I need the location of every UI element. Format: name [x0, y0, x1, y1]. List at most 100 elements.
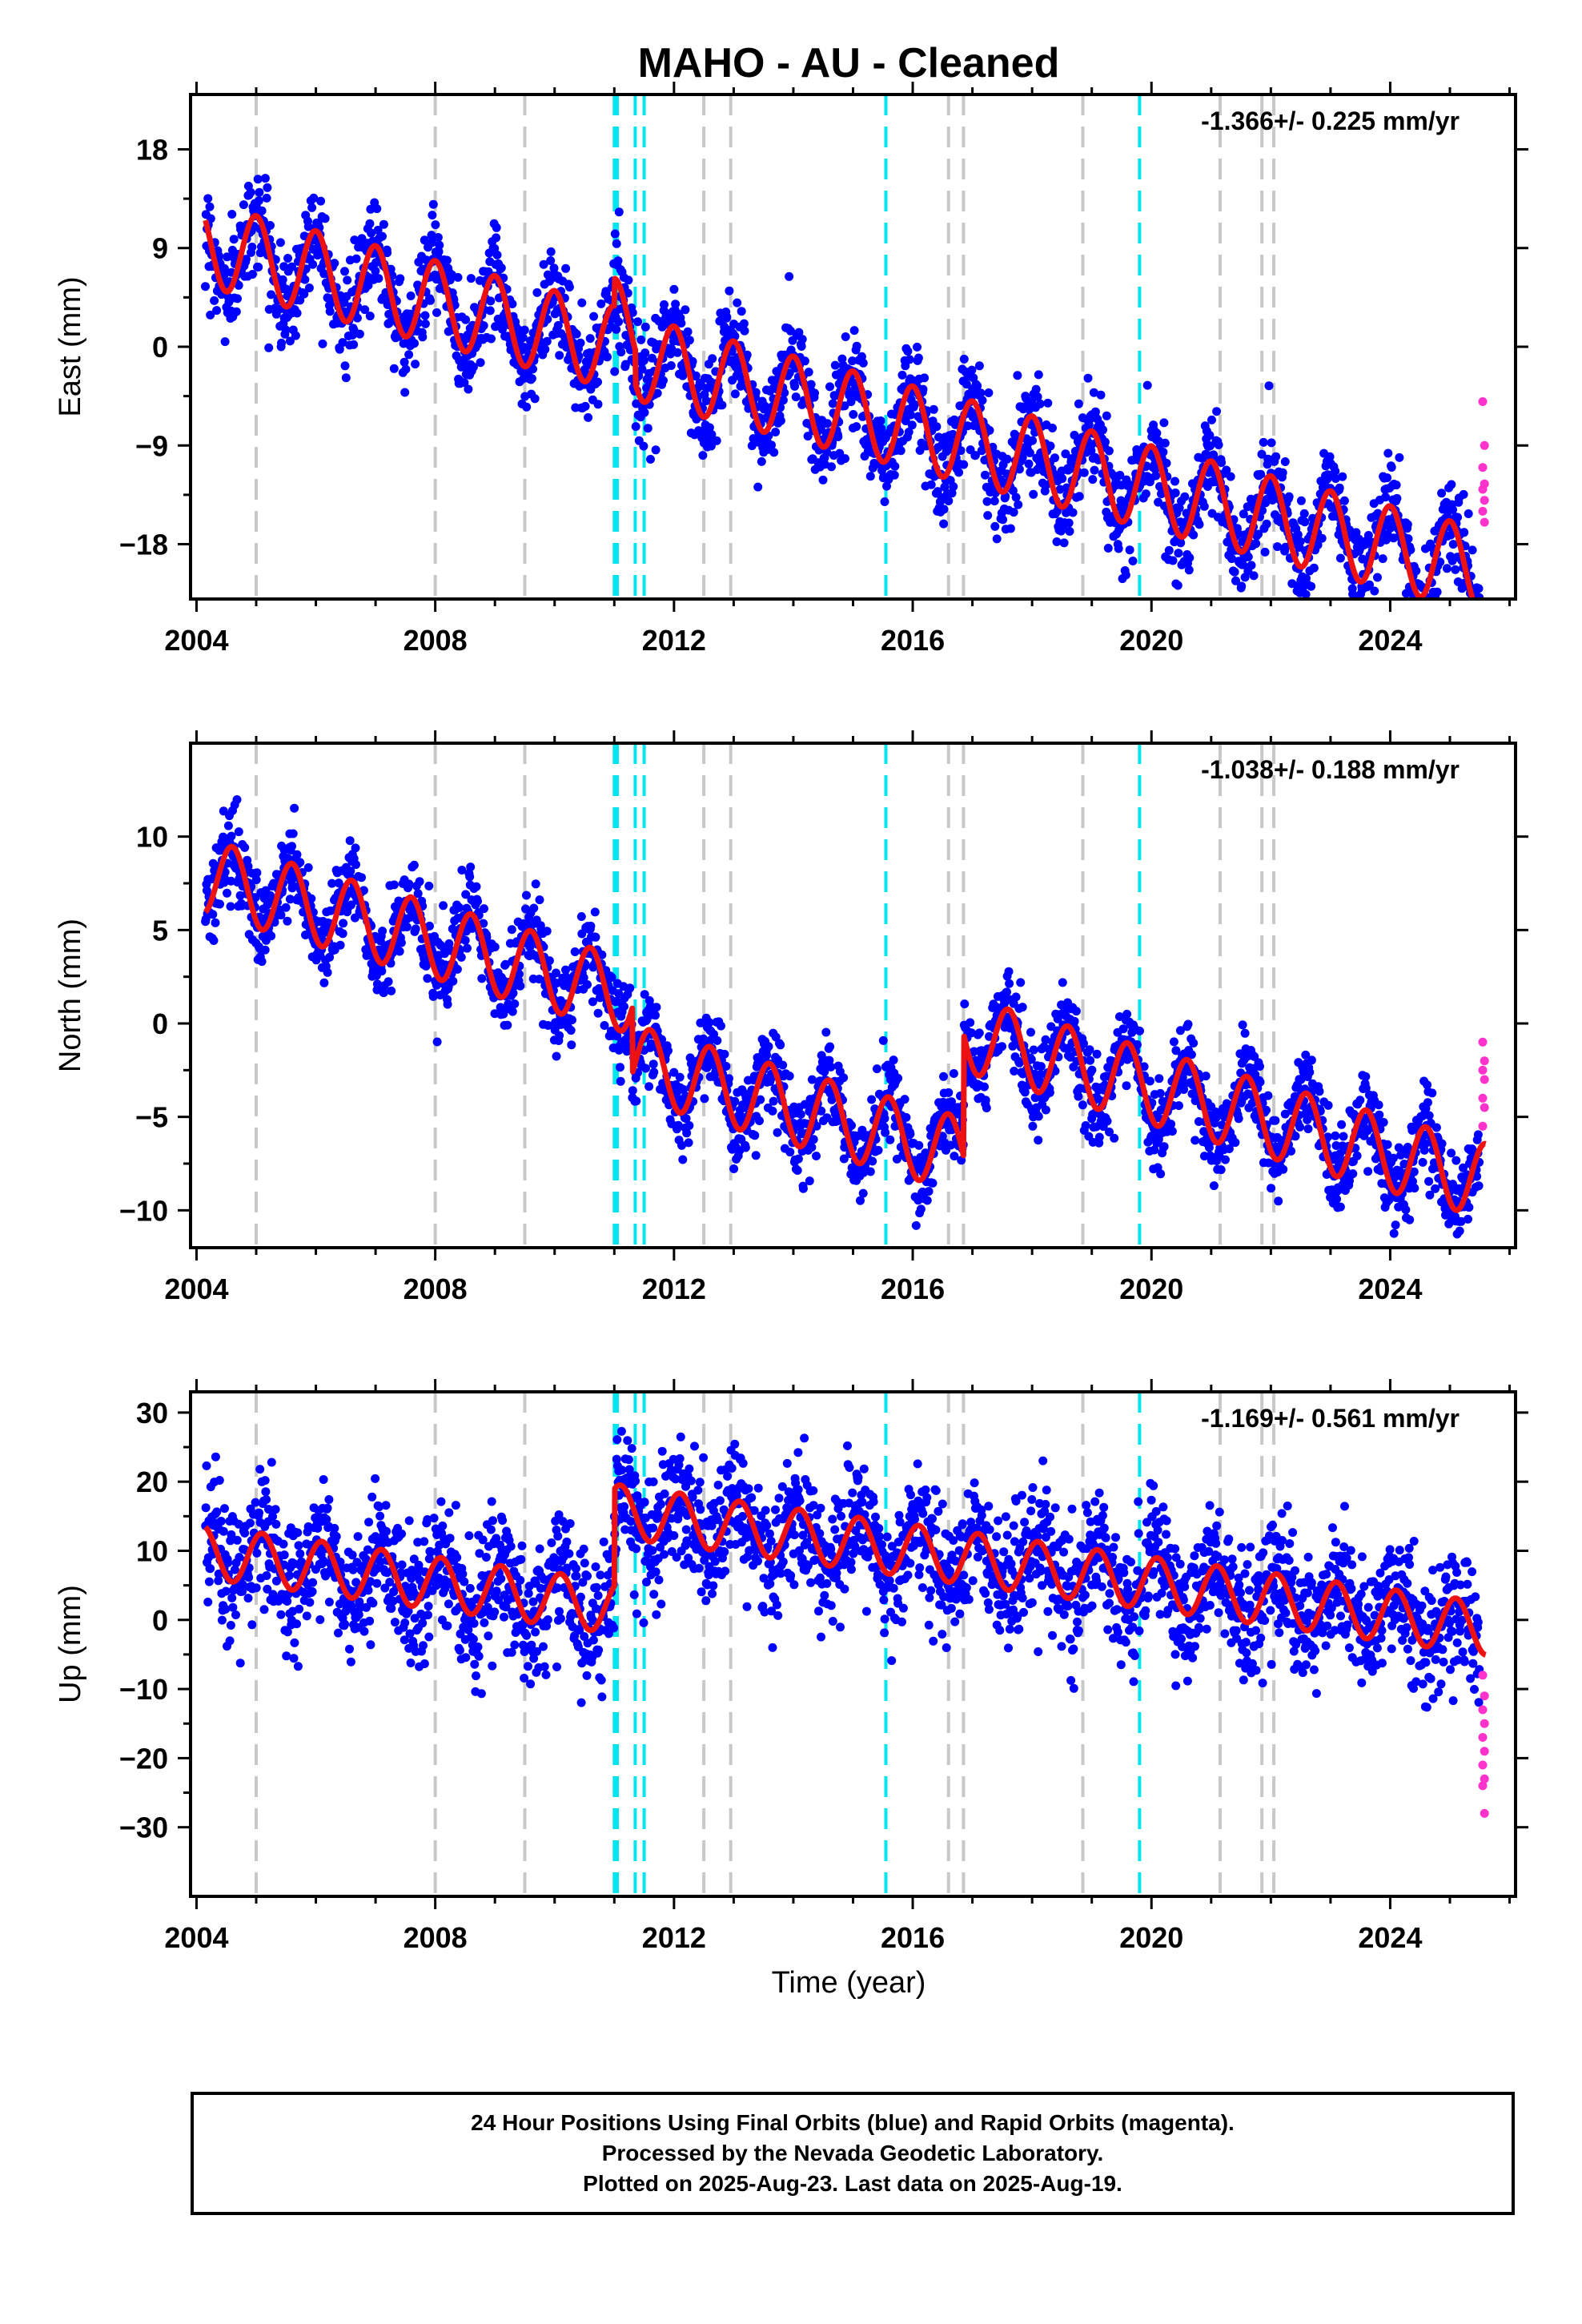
data-point — [492, 223, 501, 232]
data-point — [283, 916, 292, 926]
data-point — [1024, 459, 1034, 468]
data-point — [865, 1167, 875, 1176]
data-point — [546, 247, 556, 256]
data-point — [1085, 1045, 1094, 1055]
data-point — [539, 259, 548, 269]
data-point — [846, 397, 856, 407]
data-point — [990, 521, 1000, 531]
data-point — [1305, 1068, 1315, 1077]
data-point — [1068, 508, 1078, 517]
data-point — [1466, 605, 1475, 613]
data-point — [705, 423, 714, 432]
data-point — [1427, 619, 1435, 628]
data-point — [464, 384, 473, 394]
data-point — [1254, 529, 1263, 539]
data-point — [304, 283, 314, 292]
data-point — [427, 231, 436, 240]
data-point — [1092, 1049, 1102, 1059]
data-point — [307, 203, 317, 212]
data-point — [1424, 602, 1433, 611]
data-point — [320, 214, 330, 223]
data-point — [389, 880, 399, 890]
data-point — [1033, 392, 1042, 401]
data-point — [254, 196, 263, 206]
data-point — [947, 489, 957, 498]
data-point — [1271, 1116, 1280, 1125]
data-point — [1383, 448, 1393, 458]
data-point — [264, 343, 274, 352]
data-point — [880, 1114, 889, 1124]
data-point — [959, 460, 969, 469]
data-point — [1217, 458, 1227, 468]
data-point — [510, 999, 520, 1008]
data-point — [903, 347, 913, 356]
y-tick-label: 0 — [152, 331, 168, 364]
data-point — [466, 274, 476, 283]
data-point — [1226, 472, 1235, 481]
data-point — [651, 1011, 660, 1020]
data-point — [383, 248, 392, 258]
rapid-data-point — [1478, 463, 1488, 472]
data-point — [1026, 1027, 1035, 1037]
data-point — [1474, 644, 1483, 653]
data-point — [507, 925, 516, 935]
data-point — [411, 360, 420, 369]
data-point — [363, 280, 373, 290]
data-point — [1083, 373, 1093, 383]
data-point — [889, 470, 899, 480]
data-point — [785, 1148, 795, 1157]
data-point — [1278, 468, 1287, 477]
data-point — [840, 401, 849, 411]
data-point — [776, 1040, 785, 1050]
rapid-data-point — [1478, 506, 1488, 516]
data-point — [527, 374, 536, 384]
data-point — [637, 364, 647, 374]
data-point — [700, 1094, 709, 1104]
data-point — [432, 308, 441, 317]
data-point — [503, 1020, 512, 1030]
data-point — [1058, 474, 1067, 484]
data-point — [806, 380, 816, 389]
data-point — [418, 332, 428, 342]
data-point — [669, 284, 679, 294]
data-point — [916, 1204, 926, 1214]
data-point — [1414, 607, 1423, 616]
plot-area-north — [201, 743, 1489, 1248]
data-point — [675, 1072, 685, 1082]
data-point — [1155, 1088, 1165, 1098]
data-point — [660, 300, 669, 309]
data-point — [1103, 544, 1113, 553]
data-point — [954, 468, 964, 477]
data-point — [1018, 452, 1027, 462]
data-point — [443, 999, 452, 1009]
x-tick-label: 2008 — [404, 624, 468, 657]
data-point — [585, 334, 595, 344]
data-point — [583, 980, 592, 989]
data-point — [1135, 1026, 1144, 1035]
data-point — [678, 1155, 688, 1164]
data-point — [1167, 1127, 1177, 1136]
data-point — [1411, 600, 1419, 609]
data-point — [1185, 553, 1195, 562]
data-point — [841, 454, 849, 464]
data-point — [472, 882, 481, 891]
data-point — [769, 448, 779, 457]
data-point — [740, 326, 749, 336]
data-point — [340, 361, 350, 371]
data-point — [900, 1095, 909, 1104]
data-point — [520, 325, 529, 335]
data-point — [644, 1082, 654, 1092]
data-point — [208, 910, 218, 919]
data-point — [1088, 475, 1098, 485]
data-point — [232, 795, 242, 804]
data-point — [1214, 440, 1223, 449]
data-point — [852, 422, 861, 432]
data-point — [928, 1178, 938, 1188]
data-point — [288, 829, 298, 838]
data-point — [785, 1072, 794, 1081]
data-point — [1201, 1072, 1211, 1081]
data-point — [593, 1008, 603, 1018]
data-point — [1249, 571, 1259, 581]
data-point — [641, 1063, 650, 1073]
data-point — [383, 977, 393, 987]
